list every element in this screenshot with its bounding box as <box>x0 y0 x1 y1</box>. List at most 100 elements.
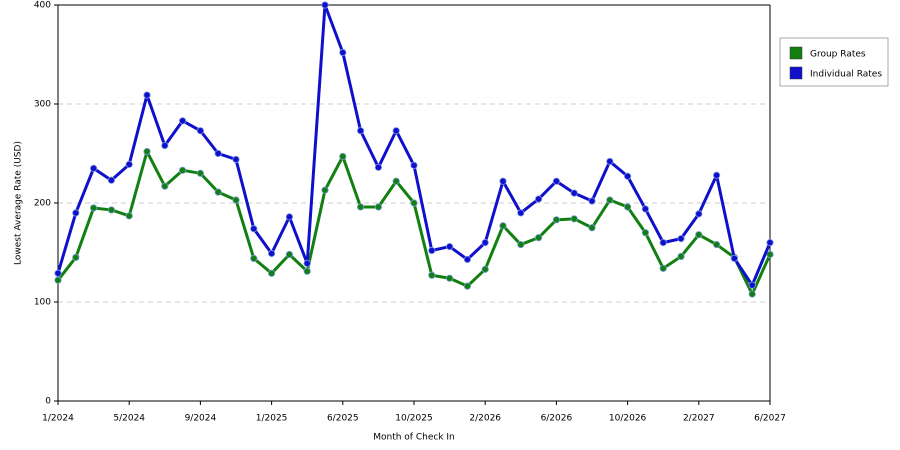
y-tick-label: 0 <box>45 397 51 407</box>
data-point <box>606 196 614 204</box>
data-point <box>410 161 418 169</box>
data-point <box>552 216 561 224</box>
data-point <box>588 197 596 205</box>
data-point <box>766 239 774 247</box>
data-point <box>285 250 293 259</box>
data-point <box>285 213 293 221</box>
x-tick-label: 10/2025 <box>395 414 432 424</box>
data-point <box>499 222 507 230</box>
data-point <box>161 141 169 150</box>
data-point <box>143 91 151 99</box>
x-tick-label: 9/2024 <box>185 414 217 424</box>
data-point <box>232 196 240 204</box>
data-point <box>179 166 187 174</box>
x-tick-label: 6/2025 <box>327 414 359 424</box>
data-point <box>161 182 169 190</box>
data-point <box>321 186 329 194</box>
series-line <box>56 150 772 296</box>
data-point <box>267 249 276 258</box>
data-point <box>321 1 329 9</box>
data-point <box>481 265 489 273</box>
data-point <box>125 212 133 220</box>
data-point <box>72 209 80 217</box>
data-point <box>250 225 258 233</box>
data-point <box>623 203 632 211</box>
x-tick-label: 2/2026 <box>469 414 501 424</box>
data-point <box>534 234 543 242</box>
data-point <box>588 224 596 232</box>
data-point <box>428 271 436 279</box>
data-point <box>250 254 258 263</box>
y-axis-label: Lowest Average Rate (USD) <box>14 141 24 265</box>
data-point <box>303 259 311 267</box>
data-point <box>695 231 703 239</box>
y-tick-label: 300 <box>34 100 51 110</box>
data-point <box>72 253 80 262</box>
data-point <box>552 177 561 185</box>
data-point <box>356 127 365 135</box>
data-point <box>748 290 756 298</box>
data-point <box>481 239 489 247</box>
data-point <box>214 188 222 196</box>
data-point <box>196 127 204 135</box>
data-point <box>463 255 471 264</box>
data-point <box>232 155 240 164</box>
data-point <box>445 274 454 282</box>
data-point <box>712 171 721 179</box>
data-point <box>90 204 98 212</box>
data-point <box>659 239 667 247</box>
x-tick-label: 2/2027 <box>683 414 715 424</box>
data-point <box>463 282 471 290</box>
legend-swatch <box>789 66 803 80</box>
x-axis-label: Month of Check In <box>373 433 455 443</box>
data-point <box>695 210 703 218</box>
x-tick-label: 5/2024 <box>113 414 145 424</box>
data-point <box>374 163 382 171</box>
data-point <box>677 235 685 243</box>
legend-swatch <box>789 46 803 60</box>
data-point <box>641 205 650 213</box>
data-point <box>303 267 311 275</box>
data-point <box>570 215 578 223</box>
data-point <box>392 127 400 135</box>
legend-label: Group Rates <box>810 50 866 60</box>
data-point <box>392 177 400 185</box>
data-point <box>659 264 667 272</box>
data-point <box>445 242 454 251</box>
data-point <box>54 276 62 284</box>
data-point <box>766 250 774 259</box>
x-tick-label: 1/2025 <box>256 414 288 424</box>
data-point <box>534 195 543 203</box>
data-point <box>641 229 650 237</box>
data-point <box>125 160 133 168</box>
data-point <box>623 172 632 180</box>
data-point <box>428 246 436 255</box>
data-point <box>730 254 739 263</box>
data-point <box>196 169 204 177</box>
data-point <box>179 117 187 125</box>
data-point <box>677 252 685 261</box>
data-point <box>410 199 418 207</box>
data-point <box>214 149 222 158</box>
data-point <box>570 189 578 197</box>
data-point <box>267 269 276 277</box>
y-tick-label: 400 <box>34 1 51 11</box>
data-point <box>107 206 116 214</box>
data-point <box>517 209 525 217</box>
data-point <box>54 269 62 277</box>
data-point <box>356 203 365 211</box>
data-point <box>143 147 151 156</box>
data-point <box>339 48 347 57</box>
y-tick-label: 100 <box>34 298 51 308</box>
data-point <box>712 240 721 249</box>
data-point <box>517 240 525 249</box>
data-point <box>606 157 614 166</box>
y-tick-label: 200 <box>34 199 51 209</box>
x-tick-label: 6/2027 <box>754 414 786 424</box>
legend-label: Individual Rates <box>810 70 882 80</box>
x-tick-label: 10/2026 <box>609 414 647 424</box>
data-point <box>499 177 507 185</box>
data-point <box>748 281 756 289</box>
x-tick-label: 1/2024 <box>42 414 74 424</box>
